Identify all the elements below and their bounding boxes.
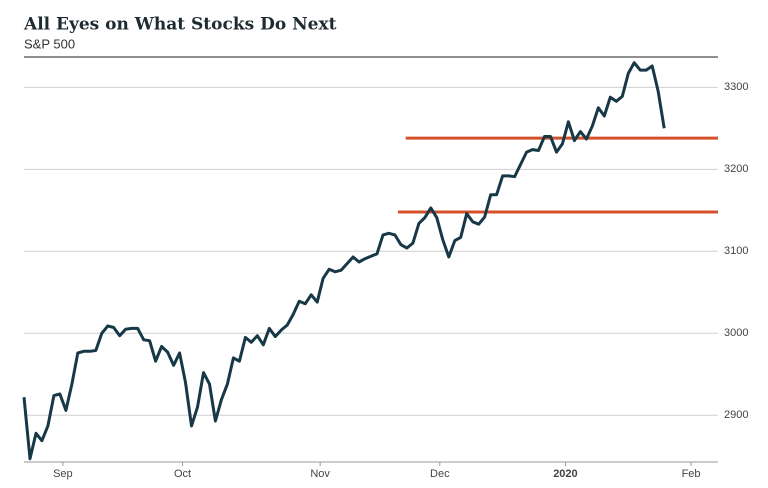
chart-title: All Eyes on What Stocks Do Next xyxy=(23,15,337,35)
price-line xyxy=(22,61,666,461)
x-tick-label: 2020 xyxy=(553,468,577,480)
y-tick-label: 3200 xyxy=(724,163,748,175)
x-tick-label: Feb xyxy=(682,468,701,480)
y-tick-label: 3300 xyxy=(724,81,748,93)
x-tick-label: Oct xyxy=(174,468,191,480)
y-tick-label: 3100 xyxy=(724,245,748,257)
x-tick-label: Dec xyxy=(430,468,450,480)
y-tick-label: 3000 xyxy=(724,327,748,339)
chart-subtitle: S&P 500 xyxy=(24,36,75,51)
y-tick-label: 2900 xyxy=(724,409,748,421)
x-tick-label: Sep xyxy=(53,468,73,480)
x-tick-label: Nov xyxy=(310,468,330,480)
